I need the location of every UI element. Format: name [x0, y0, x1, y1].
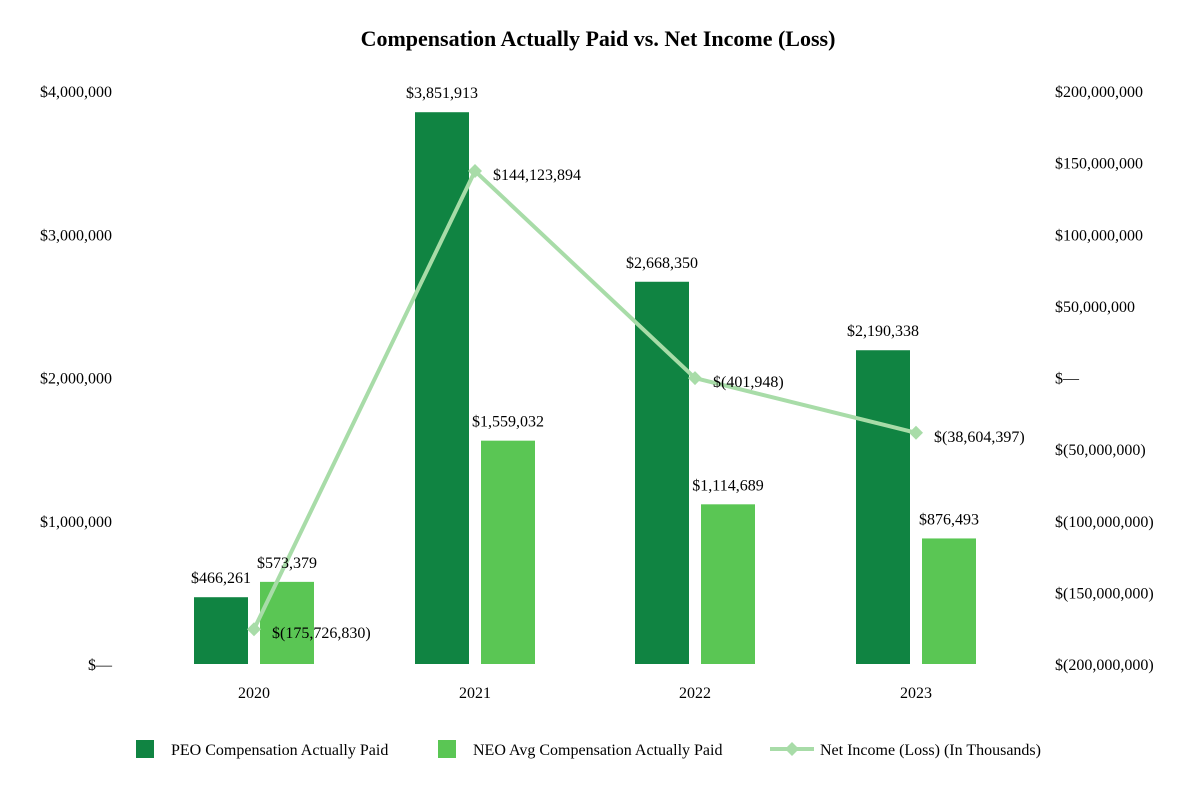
net-income-point	[247, 622, 261, 637]
net-income-data-label: $(38,604,397)	[934, 429, 1025, 446]
neo-avg-compensation-bar	[922, 538, 976, 664]
x-axis-tick-label: 2020	[238, 685, 270, 702]
legend-label: PEO Compensation Actually Paid	[171, 742, 388, 759]
net-income-data-label: $144,123,894	[493, 167, 581, 184]
net-income-point	[909, 425, 923, 440]
legend-swatch-peo	[136, 740, 154, 758]
left-axis-tick-label: $2,000,000	[40, 371, 112, 388]
net-income-point	[468, 164, 482, 179]
legend-swatch-neo	[438, 740, 456, 758]
neo-avg-compensation-bar	[701, 504, 755, 664]
legend-label: NEO Avg Compensation Actually Paid	[473, 742, 722, 759]
right-axis-tick-label: $200,000,000	[1055, 84, 1143, 101]
chart-title: Compensation Actually Paid vs. Net Incom…	[361, 26, 836, 51]
net-income-line-layer	[247, 164, 923, 637]
left-axis-tick-label: $1,000,000	[40, 514, 112, 531]
peo-compensation-bar	[856, 350, 910, 664]
bars	[194, 112, 976, 665]
net-income-data-label: $(401,948)	[713, 374, 784, 391]
legend-swatch-net-income-marker	[785, 742, 799, 756]
neo-avg-compensation-bar	[260, 581, 314, 664]
peo-compensation-data-label: $466,261	[191, 570, 251, 587]
peo-compensation-data-label: $2,190,338	[847, 323, 919, 340]
left-axis: $— $1,000,000 $2,000,000 $3,000,000 $4,000,0…	[40, 84, 113, 674]
left-axis-tick-label: $4,000,000	[40, 84, 112, 101]
peo-compensation-data-label: $2,668,350	[626, 255, 698, 272]
x-axis-tick-label: 2023	[900, 685, 932, 702]
right-axis-tick-label: $(100,000,000)	[1055, 514, 1154, 531]
right-axis-tick-label: $(200,000,000)	[1055, 657, 1154, 674]
neo-avg-compensation-data-label: $876,493	[919, 511, 979, 528]
left-axis-tick-label: $3,000,000	[40, 227, 112, 244]
legend: PEO Compensation Actually Paid NEO Avg Co…	[136, 740, 1041, 759]
left-axis-tick-label: $—	[88, 657, 113, 674]
neo-avg-compensation-data-label: $1,114,689	[692, 477, 763, 494]
neo-avg-compensation-data-label: $573,379	[257, 555, 317, 572]
neo-avg-compensation-bar	[481, 440, 535, 664]
right-axis-tick-label: $50,000,000	[1055, 299, 1135, 316]
net-income-point	[688, 371, 702, 386]
right-axis-tick-label: $(150,000,000)	[1055, 585, 1154, 602]
right-axis-tick-label: $—	[1055, 371, 1080, 388]
right-axis: $(200,000,000) $(150,000,000) $(100,000,00…	[1055, 84, 1154, 674]
x-axis-tick-label: 2021	[459, 685, 491, 702]
peo-compensation-bar	[194, 597, 248, 664]
peo-compensation-bar	[415, 112, 469, 665]
x-axis-tick-label: 2022	[679, 685, 711, 702]
data-labels: $466,261 $3,851,913 $2,668,350 $2,190,338 $5…	[191, 85, 1025, 642]
right-axis-tick-label: $150,000,000	[1055, 156, 1143, 173]
net-income-line	[252, 169, 917, 631]
right-axis-tick-label: $(50,000,000)	[1055, 442, 1146, 459]
legend-label: Net Income (Loss) (In Thousands)	[820, 742, 1041, 759]
neo-avg-compensation-data-label: $1,559,032	[472, 414, 544, 431]
net-income-data-label: $(175,726,830)	[272, 625, 371, 642]
x-axis: 2020 2021 2022 2023	[238, 685, 932, 702]
peo-compensation-bar	[635, 281, 689, 664]
right-axis-tick-label: $100,000,000	[1055, 227, 1143, 244]
peo-compensation-data-label: $3,851,913	[406, 85, 478, 102]
